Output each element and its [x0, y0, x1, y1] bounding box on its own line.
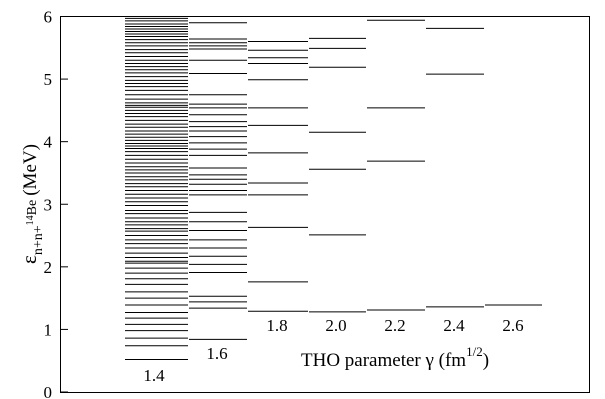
y-tick-label: 0: [44, 383, 53, 399]
plot-frame: [60, 16, 590, 393]
y-axis-label: εn+n+14Be(MeV): [17, 144, 46, 264]
gamma-value-label: 2.4: [443, 316, 465, 335]
energy-levels: [125, 17, 542, 360]
gamma-value-label: 2.6: [502, 316, 523, 335]
y-tick-label: 3: [44, 195, 53, 214]
gamma-value-label: 2.0: [325, 316, 346, 335]
y-axis-ticks: 0 1 2 3 4 5 6: [44, 8, 68, 399]
gamma-labels: 1.4 1.6 1.8 2.0 2.2 2.4 2.6: [143, 316, 523, 385]
y-tick-label: 5: [44, 70, 53, 89]
y-tick-label: 4: [44, 133, 53, 152]
x-axis-label: THO parameter γ (fm1/2): [301, 344, 489, 371]
y-tick-label: 6: [44, 8, 53, 27]
gamma-value-label: 1.8: [266, 316, 287, 335]
y-tick-label: 2: [44, 258, 53, 277]
gamma-value-label: 1.4: [143, 366, 165, 385]
gamma-value-label: 1.6: [206, 344, 227, 363]
gamma-value-label: 2.2: [384, 316, 405, 335]
y-tick-label: 1: [44, 320, 53, 339]
